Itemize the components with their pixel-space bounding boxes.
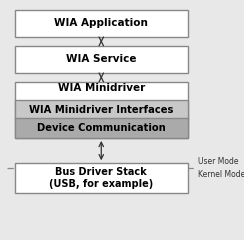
Bar <box>15 163 188 193</box>
Bar <box>15 118 188 138</box>
Text: WIA Minidriver: WIA Minidriver <box>58 83 145 93</box>
Bar <box>15 10 188 37</box>
Bar <box>15 100 188 120</box>
Text: Kernel Mode: Kernel Mode <box>198 170 244 180</box>
Text: Device Communication: Device Communication <box>37 123 166 133</box>
Text: WIA Application: WIA Application <box>54 18 148 28</box>
Text: WIA Minidriver Interfaces: WIA Minidriver Interfaces <box>29 105 173 114</box>
Bar <box>15 46 188 73</box>
Text: Bus Driver Stack
(USB, for example): Bus Driver Stack (USB, for example) <box>49 167 153 189</box>
Text: User Mode: User Mode <box>198 156 238 166</box>
Bar <box>15 82 188 138</box>
Text: WIA Service: WIA Service <box>66 54 136 64</box>
